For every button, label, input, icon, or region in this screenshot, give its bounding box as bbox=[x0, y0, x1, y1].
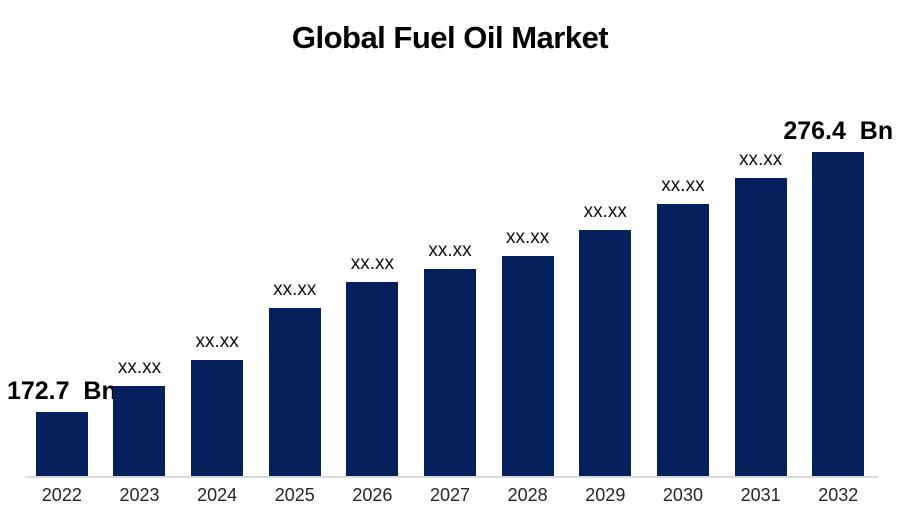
bar-group-2029: xx.xx bbox=[566, 201, 644, 477]
bar-value-label-2025: xx.xx bbox=[273, 279, 317, 301]
bar-group-2024: xx.xx bbox=[178, 331, 256, 477]
x-axis-label-2024: 2024 bbox=[197, 485, 238, 505]
bar-2031 bbox=[734, 178, 787, 477]
bar-group-2025: xx.xx bbox=[256, 279, 334, 477]
bar-2027 bbox=[424, 269, 477, 477]
bar-2022 bbox=[35, 412, 88, 477]
bar-group-2030: xx.xx bbox=[644, 175, 722, 477]
x-axis-label-2031: 2031 bbox=[740, 485, 781, 505]
x-axis-line bbox=[25, 476, 878, 478]
bar-value-label-2022: 172.7 Bn bbox=[6, 376, 117, 405]
bar-group-2023: xx.xx bbox=[101, 357, 179, 477]
bar-2032 bbox=[812, 152, 865, 477]
chart-title: Global Fuel Oil Market bbox=[291, 20, 609, 55]
x-axis-label-2030: 2030 bbox=[662, 485, 703, 505]
bar-2023 bbox=[113, 386, 166, 477]
x-axis-label-2032: 2032 bbox=[818, 485, 859, 505]
x-axis-label-2023: 2023 bbox=[119, 485, 160, 505]
plot-area: 172.7 Bn xx.xx xx.xx xx.xx xx.xx xx.xx xx.xx xx… bbox=[7, 0, 893, 477]
bar-value-label-2024: xx.xx bbox=[195, 331, 239, 353]
bar-group-2027: xx.xx bbox=[411, 240, 489, 477]
bar-value-label-2032: 276.4 Bn bbox=[783, 116, 894, 145]
bar-group-2031: xx.xx bbox=[722, 149, 800, 477]
x-axis-label-2027: 2027 bbox=[430, 485, 471, 505]
bar-2025 bbox=[268, 308, 321, 477]
bar-group-2028: xx.xx bbox=[489, 227, 567, 477]
bar-value-label-2028: xx.xx bbox=[506, 227, 550, 249]
x-axis-label-2028: 2028 bbox=[507, 485, 548, 505]
bar-value-label-2030: xx.xx bbox=[661, 175, 705, 197]
x-axis-label-2026: 2026 bbox=[352, 485, 393, 505]
bar-2024 bbox=[191, 360, 244, 477]
bar-group-2032: 276.4 Bn bbox=[783, 117, 893, 477]
x-axis-labels: 2022 2023 2024 2025 2026 2027 2028 2029 2030 2031… bbox=[23, 485, 877, 506]
bar-2026 bbox=[346, 282, 399, 477]
bar-value-label-2026: xx.xx bbox=[350, 253, 395, 275]
bar-2028 bbox=[501, 256, 554, 477]
x-axis-label-2029: 2029 bbox=[585, 485, 626, 505]
bar-value-label-2027: xx.xx bbox=[428, 240, 472, 262]
x-axis-label-2025: 2025 bbox=[274, 485, 315, 505]
bar-2029 bbox=[579, 230, 632, 477]
bar-group-2026: xx.xx bbox=[334, 253, 412, 477]
x-axis-label-2022: 2022 bbox=[41, 485, 82, 505]
bar-value-label-2031: xx.xx bbox=[738, 149, 783, 171]
bar-value-label-2023: xx.xx bbox=[117, 357, 162, 379]
bar-group-2022: 172.7 Bn bbox=[7, 377, 117, 477]
bar-value-label-2029: xx.xx bbox=[583, 201, 627, 223]
bar-2030 bbox=[656, 204, 709, 477]
